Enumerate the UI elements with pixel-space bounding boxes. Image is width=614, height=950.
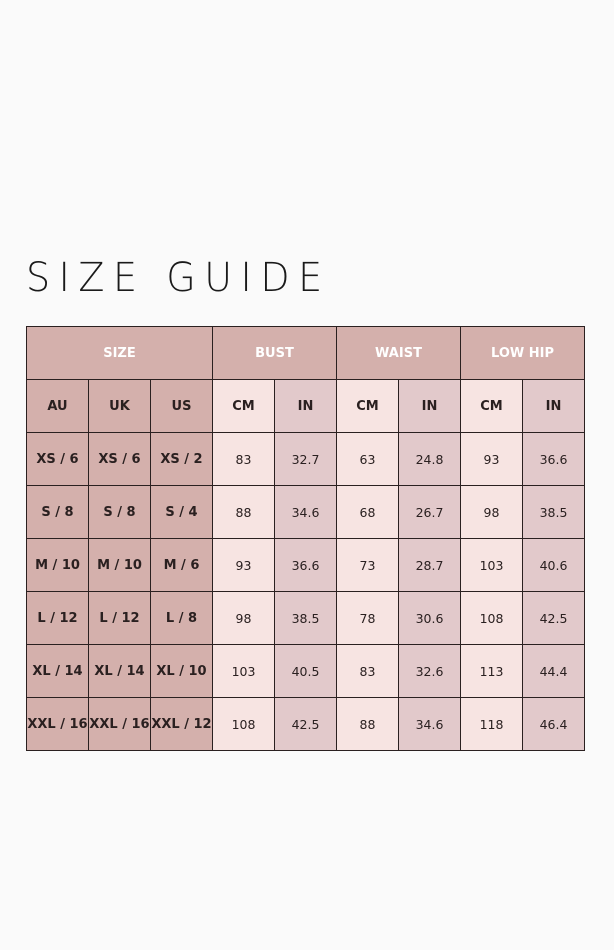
table-cell: XXL / 16 bbox=[88, 697, 151, 751]
table-cell: 103 bbox=[460, 538, 523, 592]
table-cell: 36.6 bbox=[274, 538, 337, 592]
table-cell: 83 bbox=[336, 644, 399, 698]
table-cell: 34.6 bbox=[398, 697, 461, 751]
table-cell: 44.4 bbox=[522, 644, 585, 698]
table-cell: 24.8 bbox=[398, 432, 461, 486]
subheader-cell: CM bbox=[460, 379, 523, 433]
table-cell: S / 4 bbox=[150, 485, 213, 539]
table-row: XL / 14 XL / 14 XL / 10 103 40.5 83 32.6 113 44.… bbox=[26, 644, 585, 698]
table-cell: XS / 2 bbox=[150, 432, 213, 486]
table-cell: 108 bbox=[212, 697, 275, 751]
subheader-cell: IN bbox=[274, 379, 337, 433]
table-cell: 83 bbox=[212, 432, 275, 486]
table-cell: 88 bbox=[212, 485, 275, 539]
table-row: L / 12 L / 12 L / 8 98 38.5 78 30.6 108 42.5 bbox=[26, 591, 585, 645]
table-cell: 40.5 bbox=[274, 644, 337, 698]
table-cell: XS / 6 bbox=[88, 432, 151, 486]
table-cell: M / 10 bbox=[26, 538, 89, 592]
subheader-cell: IN bbox=[522, 379, 585, 433]
table-cell: M / 6 bbox=[150, 538, 213, 592]
table-row: XS / 6 XS / 6 XS / 2 83 32.7 63 24.8 93 36.6 bbox=[26, 432, 585, 486]
page-title: SIZE GUIDE bbox=[26, 255, 331, 301]
table-cell: 98 bbox=[460, 485, 523, 539]
table-cell: M / 10 bbox=[88, 538, 151, 592]
group-waist: WAIST bbox=[336, 326, 461, 380]
table-cell: 108 bbox=[460, 591, 523, 645]
group-low-hip: LOW HIP bbox=[460, 326, 585, 380]
table-cell: 103 bbox=[212, 644, 275, 698]
table-cell: 36.6 bbox=[522, 432, 585, 486]
subheader-cell: IN bbox=[398, 379, 461, 433]
table-cell: 46.4 bbox=[522, 697, 585, 751]
table-cell: 88 bbox=[336, 697, 399, 751]
subheader-cell: CM bbox=[212, 379, 275, 433]
table-cell: L / 12 bbox=[88, 591, 151, 645]
table-cell: 42.5 bbox=[522, 591, 585, 645]
table-cell: XL / 14 bbox=[26, 644, 89, 698]
table-row: XXL / 16 XXL / 16 XXL / 12 108 42.5 88 34.6 118… bbox=[26, 697, 585, 751]
table-cell: 38.5 bbox=[274, 591, 337, 645]
subheader-cell: CM bbox=[336, 379, 399, 433]
table-cell: 28.7 bbox=[398, 538, 461, 592]
subheader-cell: AU bbox=[26, 379, 89, 433]
table-cell: L / 12 bbox=[26, 591, 89, 645]
table-cell: 118 bbox=[460, 697, 523, 751]
table-cell: 32.6 bbox=[398, 644, 461, 698]
table-cell: XXL / 16 bbox=[26, 697, 89, 751]
table-cell: 30.6 bbox=[398, 591, 461, 645]
subheader-cell: US bbox=[150, 379, 213, 433]
table-cell: 32.7 bbox=[274, 432, 337, 486]
size-guide-table: SIZE BUST WAIST LOW HIP AU UK US CM IN CM IN CM… bbox=[26, 326, 585, 751]
table-cell: XL / 10 bbox=[150, 644, 213, 698]
table-cell: 93 bbox=[460, 432, 523, 486]
table-cell: S / 8 bbox=[26, 485, 89, 539]
table-cell: S / 8 bbox=[88, 485, 151, 539]
table-cell: 113 bbox=[460, 644, 523, 698]
group-bust: BUST bbox=[212, 326, 337, 380]
table-cell: XS / 6 bbox=[26, 432, 89, 486]
table-cell: 73 bbox=[336, 538, 399, 592]
subheader-cell: UK bbox=[88, 379, 151, 433]
table-row: M / 10 M / 10 M / 6 93 36.6 73 28.7 103 40.6 bbox=[26, 538, 585, 592]
table-cell: 98 bbox=[212, 591, 275, 645]
group-header-row: SIZE BUST WAIST LOW HIP bbox=[26, 326, 585, 380]
table-cell: 34.6 bbox=[274, 485, 337, 539]
table-cell: L / 8 bbox=[150, 591, 213, 645]
table-cell: 38.5 bbox=[522, 485, 585, 539]
table-cell: XXL / 12 bbox=[150, 697, 213, 751]
table-cell: XL / 14 bbox=[88, 644, 151, 698]
table-cell: 63 bbox=[336, 432, 399, 486]
table-cell: 40.6 bbox=[522, 538, 585, 592]
table-cell: 26.7 bbox=[398, 485, 461, 539]
subheader-row: AU UK US CM IN CM IN CM IN bbox=[26, 379, 585, 433]
table-cell: 68 bbox=[336, 485, 399, 539]
group-size: SIZE bbox=[26, 326, 213, 380]
table-cell: 42.5 bbox=[274, 697, 337, 751]
table-cell: 93 bbox=[212, 538, 275, 592]
table-cell: 78 bbox=[336, 591, 399, 645]
